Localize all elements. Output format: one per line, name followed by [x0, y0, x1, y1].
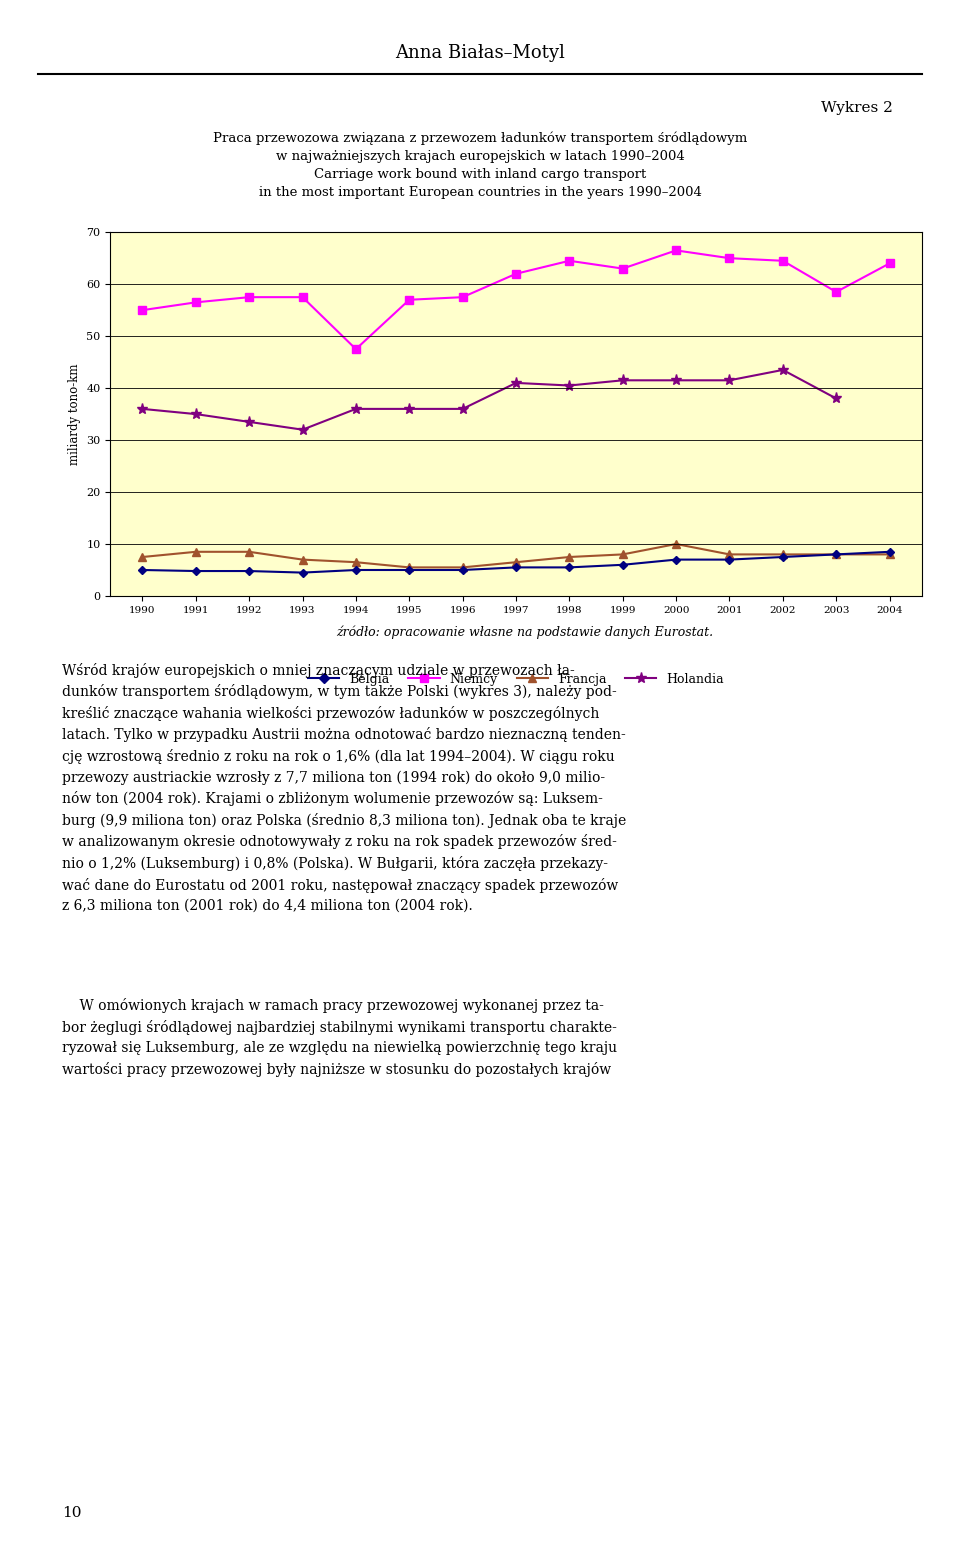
Text: Anna Białas–Motyl: Anna Białas–Motyl	[396, 43, 564, 62]
Text: 10: 10	[62, 1506, 82, 1520]
Legend: Belgia, Niemcy, Francja, Holandia: Belgia, Niemcy, Francja, Holandia	[303, 667, 729, 690]
Y-axis label: miliardy tono-km: miliardy tono-km	[68, 364, 81, 464]
Text: Praca przewozowa związana z przewozem ładunków transportem śródlądowym
w najważn: Praca przewozowa związana z przewozem ła…	[213, 132, 747, 200]
Text: Wśród krajów europejskich o mniej znaczącym udziale w przewozach ła-
dunków tran: Wśród krajów europejskich o mniej znaczą…	[62, 663, 627, 913]
Text: Wykres 2: Wykres 2	[821, 101, 893, 115]
Text: W omówionych krajach w ramach pracy przewozowej wykonanej przez ta-
bor żeglugi : W omówionych krajach w ramach pracy prze…	[62, 998, 617, 1077]
Text: źródło: opracowanie własne na podstawie danych Eurostat.: źródło: opracowanie własne na podstawie …	[336, 625, 713, 639]
